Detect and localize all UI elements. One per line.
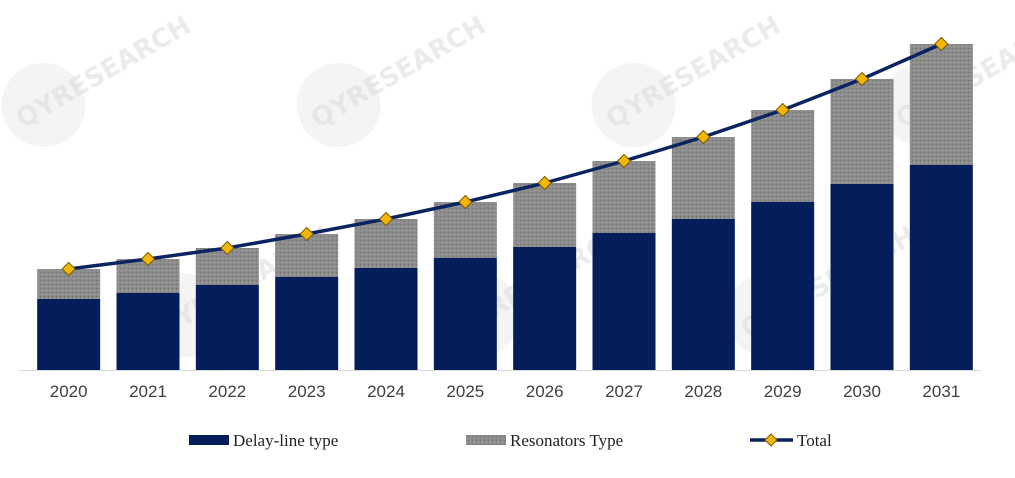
legend-label-total: Total (797, 431, 832, 450)
watermark: QYRESEARCH (296, 11, 491, 147)
watermark-globe-icon (1, 63, 86, 147)
total-marker-2026 (537, 175, 552, 191)
total-marker-2029 (775, 102, 790, 118)
x-tick-label: 2028 (684, 382, 722, 401)
bar-delay-line-2020 (37, 299, 101, 370)
legend-label-resonators: Resonators Type (510, 431, 623, 450)
total-marker-2022 (220, 240, 235, 256)
x-tick-label: 2029 (764, 382, 802, 401)
legend-item-total: Total (750, 431, 832, 450)
total-marker-2027 (616, 153, 632, 169)
legend-swatch-resonators (466, 435, 506, 445)
bar-resonators-2030 (830, 79, 894, 184)
bar-delay-line-2031 (909, 165, 973, 370)
bar-delay-line-2021 (116, 293, 180, 370)
bar-delay-line-2029 (751, 202, 815, 370)
bar-delay-line-2028 (671, 219, 735, 370)
bar-delay-line-2026 (513, 247, 577, 370)
total-line-layer (61, 36, 949, 277)
total-marker-2028 (696, 129, 711, 145)
legend-swatch-delay-line (189, 435, 229, 445)
x-tick-label: 2021 (129, 382, 167, 401)
total-marker-2020 (61, 261, 76, 277)
bar-resonators-2025 (433, 202, 497, 258)
x-tick-label: 2025 (446, 382, 484, 401)
bar-delay-line-2022 (195, 285, 259, 370)
x-tick-label: 2027 (605, 382, 643, 401)
total-marker-2023 (299, 226, 314, 242)
total-marker-2031 (934, 36, 949, 52)
total-marker-2024 (378, 211, 394, 227)
watermark: QYRESEARCH (1, 11, 196, 147)
bar-delay-line-2027 (592, 233, 656, 370)
bar-delay-line-2024 (354, 268, 418, 370)
legend-item-resonators: Resonators Type (466, 431, 623, 450)
bar-resonators-2029 (751, 110, 815, 202)
bar-delay-line-2030 (830, 184, 894, 370)
bar-resonators-2024 (354, 219, 418, 268)
legend-marker-total (764, 433, 778, 447)
total-marker-2025 (458, 194, 473, 210)
bars-layer (37, 44, 973, 370)
watermark-globe-icon (296, 63, 381, 147)
x-tick-label: 2022 (208, 382, 246, 401)
bar-resonators-2028 (671, 137, 735, 219)
x-tick-label: 2023 (288, 382, 326, 401)
total-marker-2030 (854, 71, 870, 87)
bar-resonators-2031 (909, 44, 973, 165)
x-tick-label: 2031 (922, 382, 960, 401)
bar-resonators-2027 (592, 161, 656, 233)
legend: Delay-line type Resonators Type Total (189, 431, 832, 450)
legend-item-delay-line: Delay-line type (189, 431, 338, 450)
watermark-globe-icon (591, 63, 676, 147)
legend-label-delay-line: Delay-line type (233, 431, 338, 450)
x-tick-label: 2026 (526, 382, 564, 401)
bar-delay-line-2023 (275, 277, 339, 370)
x-tick-label: 2030 (843, 382, 881, 401)
watermark: QYRESEARCH (726, 221, 921, 357)
bar-delay-line-2025 (433, 258, 497, 370)
x-tick-label: 2024 (367, 382, 405, 401)
total-marker-2021 (140, 251, 156, 267)
total-line (68, 42, 943, 271)
x-tick-label: 2020 (50, 382, 88, 401)
tick-labels-layer: 2020 2021 2022 2023 2024 2025 2026 2027 2028 2029… (50, 382, 960, 401)
bar-resonators-2026 (513, 183, 577, 247)
